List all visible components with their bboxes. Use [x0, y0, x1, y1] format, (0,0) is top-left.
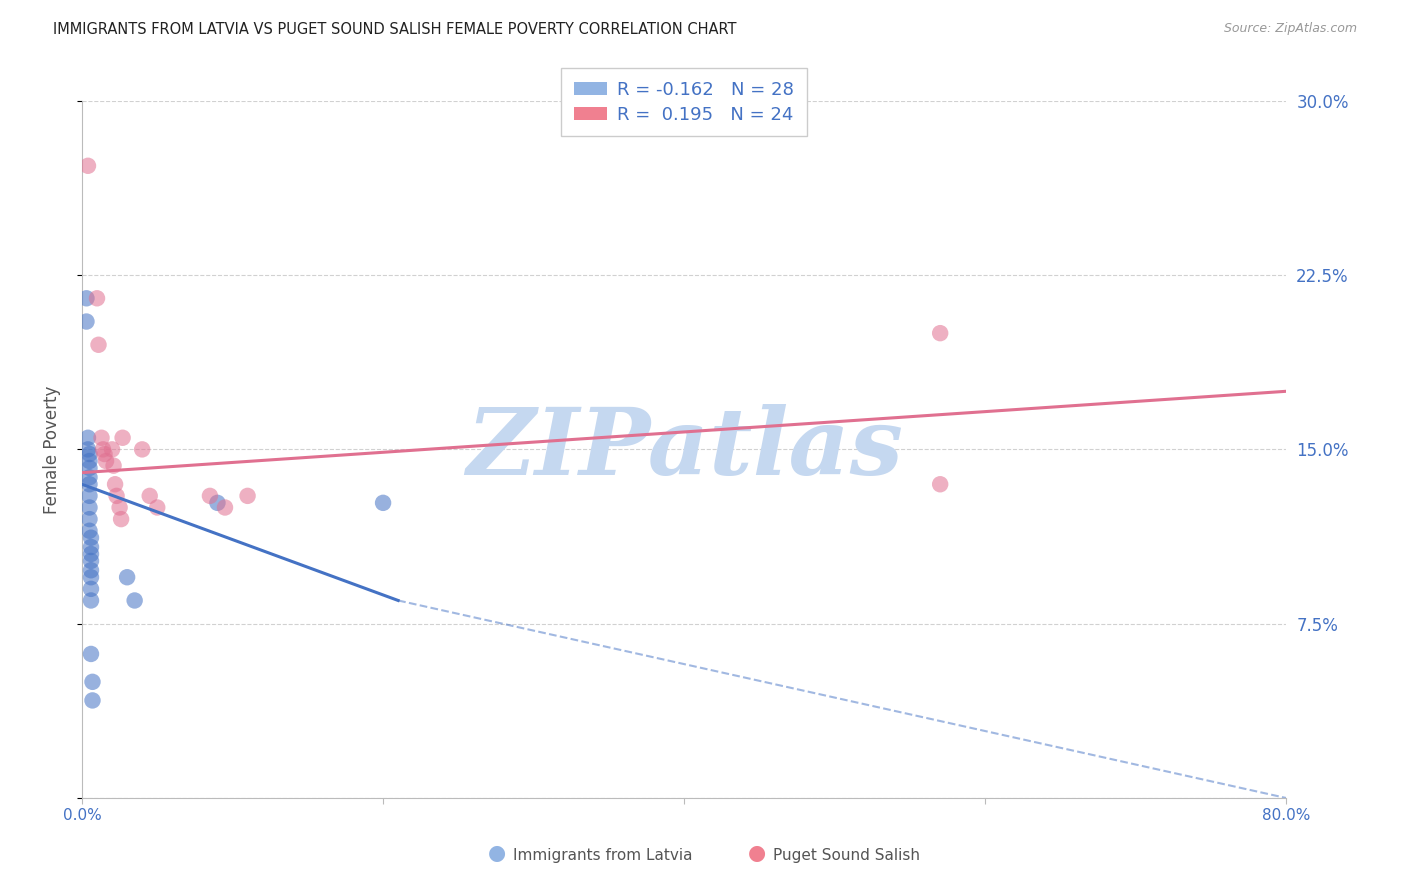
Point: [87, 338, 110, 352]
Point: [79, 470, 101, 484]
Point: [82, 693, 104, 707]
Point: [77, 442, 100, 457]
Point: [77, 159, 100, 173]
Point: [80, 547, 103, 561]
Point: [79, 489, 101, 503]
Point: [80, 582, 103, 596]
Point: [138, 489, 160, 503]
Point: [82, 674, 104, 689]
Point: [79, 477, 101, 491]
Text: Immigrants from Latvia: Immigrants from Latvia: [513, 848, 693, 863]
Point: [80, 540, 103, 554]
Point: [236, 489, 259, 503]
Text: Source: ZipAtlas.com: Source: ZipAtlas.com: [1223, 22, 1357, 36]
Point: [929, 477, 952, 491]
Legend: R = -0.162   N = 28, R =  0.195   N = 24: R = -0.162 N = 28, R = 0.195 N = 24: [561, 68, 807, 136]
Point: [79, 512, 101, 526]
Point: [91, 442, 114, 457]
Point: [79, 524, 101, 538]
Point: [76, 314, 98, 328]
Point: [80, 531, 103, 545]
Text: ●: ●: [488, 844, 506, 863]
Point: [80, 647, 103, 661]
Point: [79, 447, 101, 461]
Point: [80, 563, 103, 577]
Point: [79, 461, 101, 475]
Point: [214, 500, 236, 515]
Point: [111, 431, 134, 445]
Text: Puget Sound Salish: Puget Sound Salish: [773, 848, 921, 863]
Point: [77, 431, 100, 445]
Point: [103, 458, 125, 473]
Point: [929, 326, 952, 340]
Point: [105, 489, 128, 503]
Point: [110, 512, 132, 526]
Point: [80, 593, 103, 607]
Point: [90, 431, 112, 445]
Point: [371, 496, 394, 510]
Point: [131, 442, 153, 457]
Point: [146, 500, 169, 515]
Point: [93, 447, 115, 461]
Text: IMMIGRANTS FROM LATVIA VS PUGET SOUND SALISH FEMALE POVERTY CORRELATION CHART: IMMIGRANTS FROM LATVIA VS PUGET SOUND SA…: [53, 22, 737, 37]
Point: [79, 500, 101, 515]
Y-axis label: Female Poverty: Female Poverty: [44, 385, 60, 514]
Point: [108, 500, 131, 515]
Point: [80, 570, 103, 584]
Point: [124, 593, 146, 607]
Point: [101, 442, 124, 457]
Text: ●: ●: [748, 844, 766, 863]
Point: [79, 454, 101, 468]
Point: [115, 570, 138, 584]
Point: [86, 291, 108, 305]
Point: [94, 454, 117, 468]
Point: [80, 554, 103, 568]
Point: [198, 489, 221, 503]
Point: [76, 291, 98, 305]
Point: [104, 477, 127, 491]
Text: ZIPatlas: ZIPatlas: [465, 404, 903, 494]
Point: [207, 496, 229, 510]
